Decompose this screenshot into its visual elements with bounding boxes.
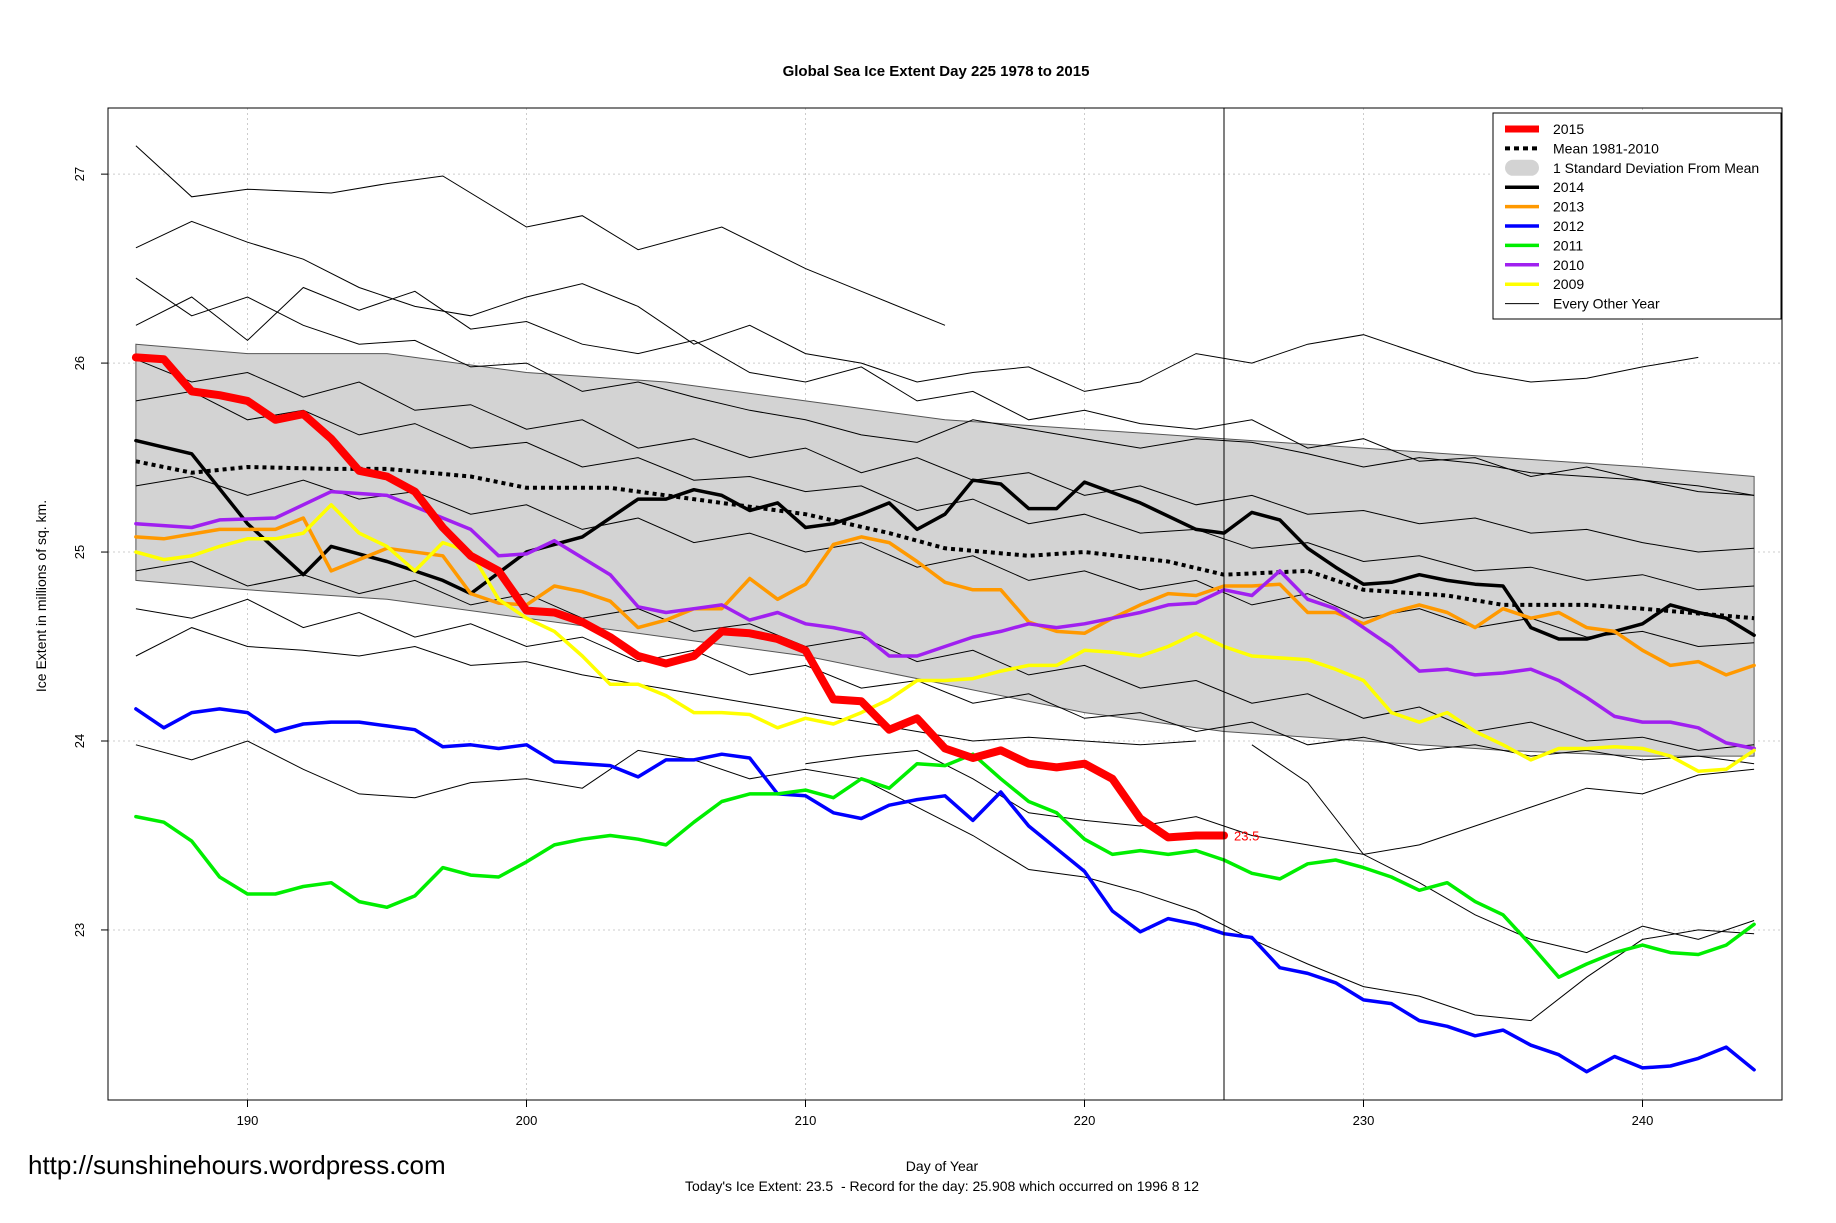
series-line-2011 <box>134 752 1756 979</box>
x-tick-label: 190 <box>237 1113 259 1128</box>
other-year-line <box>135 145 946 326</box>
y-axis-label: Ice Extent in millions of sq. km. <box>33 500 49 692</box>
other-year-line <box>135 598 1755 765</box>
legend-label: 1 Standard Deviation From Mean <box>1553 160 1759 176</box>
x-tick-label: 210 <box>795 1113 817 1128</box>
series-line-2012 <box>134 707 1756 1074</box>
legend-label: Mean 1981-2010 <box>1553 140 1659 156</box>
other-year-line <box>135 277 1755 496</box>
other-year-line <box>1251 744 1755 954</box>
chart-title: Global Sea Ice Extent Day 225 1978 to 20… <box>783 63 1090 80</box>
y-tick-label: 24 <box>72 734 87 748</box>
x-tick-label: 230 <box>1353 1113 1375 1128</box>
y-tick-label: 27 <box>72 167 87 181</box>
other-year-line <box>135 740 1755 1022</box>
series-line-2009 <box>134 503 1756 773</box>
other-year-line <box>135 220 1699 392</box>
footer-text: Today's Ice Extent: 23.5 - Record for th… <box>685 1178 1199 1194</box>
legend-label: 2011 <box>1553 237 1583 253</box>
y-tick-label: 23 <box>72 923 87 937</box>
x-axis-label: Day of Year <box>906 1158 979 1174</box>
series-line-2010 <box>134 489 1756 751</box>
x-tick-label: 220 <box>1074 1113 1096 1128</box>
x-axis-ticks: 190 200 210 220 230 240 <box>237 1100 1654 1128</box>
other-year-line <box>135 627 1197 746</box>
series-line-2015 <box>131 353 1228 842</box>
legend-box <box>1492 112 1782 320</box>
legend-label: 2012 <box>1553 218 1584 234</box>
series-layer <box>131 353 1756 1074</box>
y-tick-label: 26 <box>72 356 87 370</box>
series-line-mean-1981-2010 <box>135 459 1755 621</box>
legend-key-band <box>1505 159 1539 176</box>
legend-label: 2013 <box>1553 199 1584 215</box>
legend-label: 2009 <box>1553 276 1584 292</box>
other-year-line <box>805 749 1755 855</box>
y-axis-ticks: 23 24 25 26 27 <box>72 167 108 937</box>
plot-frame <box>107 107 1783 1101</box>
other-year-line <box>135 358 1755 553</box>
legend-label: Every Other Year <box>1553 296 1660 312</box>
other-year-line <box>135 475 1755 648</box>
end-value-label: 23.5 <box>1234 828 1259 843</box>
every-other-year-lines <box>135 145 1755 1022</box>
other-year-line <box>135 286 1755 496</box>
legend-label: 2015 <box>1553 121 1584 137</box>
other-year-line <box>135 560 1755 751</box>
series-line-2013 <box>134 516 1756 677</box>
x-tick-label: 200 <box>516 1113 538 1128</box>
other-year-line <box>135 390 1755 591</box>
legend-label: 2010 <box>1553 257 1584 273</box>
legend-label: 2014 <box>1553 179 1584 195</box>
legend: 2015 Mean 1981-2010 1 Standard Deviation F… <box>1492 112 1782 320</box>
x-tick-label: 240 <box>1632 1113 1654 1128</box>
y-tick-label: 25 <box>72 545 87 559</box>
watermark-url: http://sunshinehours.wordpress.com <box>28 1150 446 1180</box>
